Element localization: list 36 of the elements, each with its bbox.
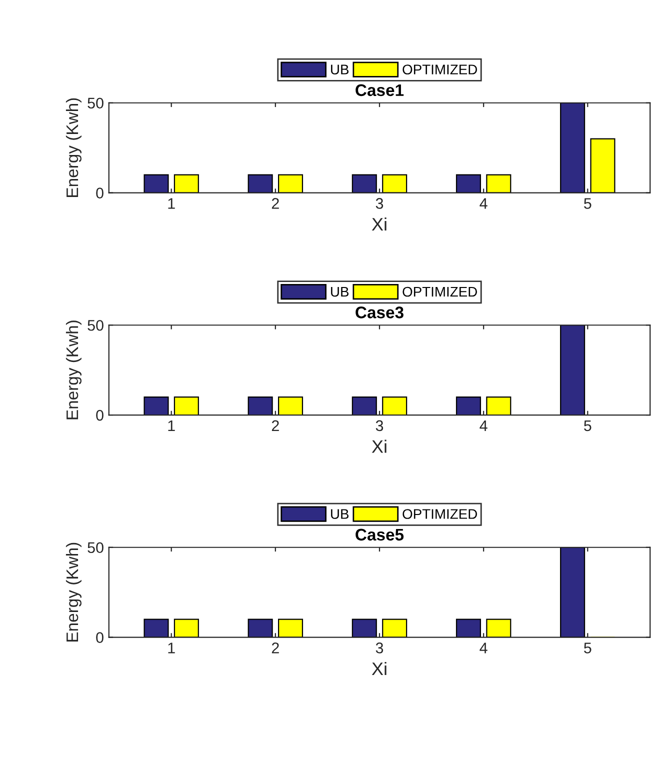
y-tick-label: 0 (96, 632, 104, 643)
x-tick-label: 3 (376, 420, 384, 432)
x-tick-label: 4 (480, 198, 488, 209)
y-tick-label: 0 (96, 410, 104, 421)
x-tick-label: 2 (272, 420, 279, 431)
x-tick-label: 2 (272, 642, 279, 654)
x-tick-label: 3 (376, 642, 384, 654)
legend-label: OPTIMIZED (402, 286, 477, 297)
x-tick-label: 5 (584, 642, 592, 654)
x-tick-label: 1 (168, 198, 175, 209)
x-tick-label: 2 (272, 198, 279, 209)
y-axis-title: Energy (Kwh) (66, 320, 82, 420)
y-tick-label: 50 (88, 542, 104, 554)
x-tick-label: 1 (168, 642, 175, 654)
x-axis-title: Xi (372, 217, 386, 231)
x-tick-label: 1 (168, 420, 175, 431)
y-axis-title: Energy (Kwh) (66, 542, 82, 642)
chart-title: Case5 (356, 528, 404, 541)
x-tick-label: 4 (480, 420, 488, 431)
x-tick-label: 3 (376, 198, 384, 209)
y-tick-label: 50 (88, 320, 104, 331)
legend-label: UB (331, 286, 349, 297)
legend-label: UB (331, 509, 349, 519)
x-tick-label: 4 (480, 642, 488, 654)
x-axis-title: Xi (372, 662, 386, 676)
x-axis-title: Xi (372, 440, 386, 453)
y-tick-label: 0 (96, 188, 104, 198)
y-tick-label: 50 (88, 98, 104, 109)
legend-label: UB (331, 64, 349, 74)
chart-title: Case3 (356, 306, 404, 318)
x-tick-label: 5 (584, 198, 592, 209)
legend-label: OPTIMIZED (402, 509, 477, 519)
x-tick-label: 5 (584, 420, 592, 432)
chart-title: Case1 (356, 84, 404, 96)
legend-label: OPTIMIZED (402, 64, 477, 74)
y-axis-title: Energy (Kwh) (66, 98, 82, 197)
